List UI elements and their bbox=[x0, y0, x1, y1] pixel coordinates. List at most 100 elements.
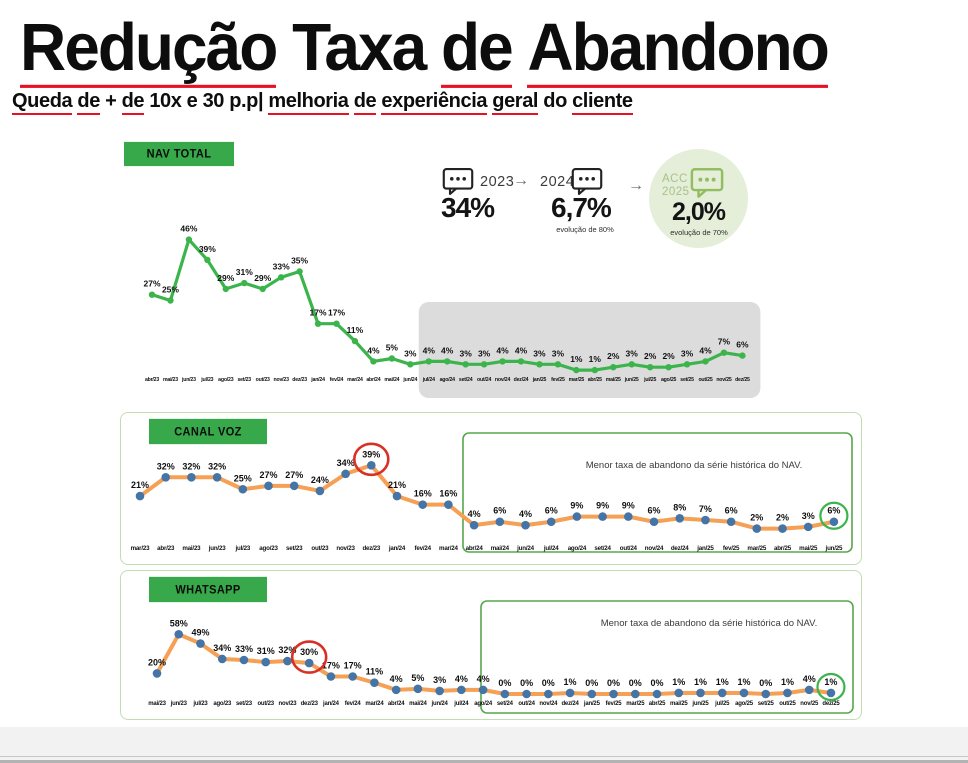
svg-text:16%: 16% bbox=[439, 489, 457, 499]
svg-text:out/23: out/23 bbox=[256, 377, 270, 383]
acc-2025-label: ACC 2025 bbox=[662, 173, 690, 198]
svg-text:4%: 4% bbox=[515, 345, 528, 355]
svg-text:out/24: out/24 bbox=[518, 701, 535, 707]
svg-text:3%: 3% bbox=[802, 511, 815, 521]
svg-text:fev/24: fev/24 bbox=[345, 701, 362, 707]
title-word: 30 bbox=[202, 90, 225, 112]
svg-text:25%: 25% bbox=[234, 473, 252, 483]
svg-text:mai/24: mai/24 bbox=[491, 545, 510, 552]
window-bottom-bar bbox=[0, 727, 968, 763]
svg-text:mar/25: mar/25 bbox=[569, 377, 585, 383]
svg-text:abr/24: abr/24 bbox=[366, 377, 380, 383]
svg-text:jan/25: jan/25 bbox=[532, 377, 547, 383]
svg-text:dez/23: dez/23 bbox=[292, 377, 307, 383]
title-word: p.p| bbox=[229, 90, 264, 112]
svg-text:jul/24: jul/24 bbox=[422, 377, 435, 383]
svg-text:jan/24: jan/24 bbox=[322, 701, 340, 707]
canal-voz-badge: CANAL VOZ bbox=[149, 418, 267, 445]
svg-text:jun/25: jun/25 bbox=[825, 545, 843, 552]
svg-text:11%: 11% bbox=[366, 667, 384, 677]
svg-text:abr/23: abr/23 bbox=[157, 545, 175, 552]
value-labels: 27%25%46%39%29%31%29%33%35%17% 17%11%4% 5%… bbox=[143, 224, 748, 365]
svg-text:21%: 21% bbox=[131, 480, 149, 490]
svg-text:17%: 17% bbox=[344, 660, 362, 670]
svg-text:3%: 3% bbox=[478, 348, 491, 358]
title-word: melhoria bbox=[268, 90, 349, 115]
svg-text:jul/23: jul/23 bbox=[234, 545, 250, 552]
svg-text:2%: 2% bbox=[776, 513, 789, 523]
svg-text:3%: 3% bbox=[626, 348, 639, 358]
svg-text:ago/24: ago/24 bbox=[440, 377, 456, 383]
svg-text:0%: 0% bbox=[607, 678, 620, 688]
svg-text:nov/24: nov/24 bbox=[645, 545, 664, 552]
title-word: de bbox=[353, 90, 377, 115]
svg-text:1%: 1% bbox=[716, 677, 729, 687]
svg-text:jan/25: jan/25 bbox=[583, 701, 601, 707]
svg-text:39%: 39% bbox=[362, 449, 380, 459]
svg-text:1%: 1% bbox=[570, 354, 583, 364]
svg-text:out/25: out/25 bbox=[779, 701, 796, 707]
svg-text:jun/25: jun/25 bbox=[624, 377, 639, 383]
svg-text:ago/25: ago/25 bbox=[661, 377, 677, 383]
svg-text:jun/23: jun/23 bbox=[170, 701, 188, 707]
svg-text:7%: 7% bbox=[699, 504, 712, 514]
svg-text:5%: 5% bbox=[386, 343, 399, 353]
svg-text:8%: 8% bbox=[673, 502, 686, 512]
arrow-right-icon: → bbox=[628, 177, 644, 194]
svg-text:jul/25: jul/25 bbox=[643, 377, 656, 383]
svg-text:0%: 0% bbox=[759, 678, 772, 688]
highlight-circle-red bbox=[353, 442, 390, 477]
svg-text:0%: 0% bbox=[520, 678, 533, 688]
svg-text:3%: 3% bbox=[404, 348, 417, 358]
svg-text:jul/23: jul/23 bbox=[192, 701, 208, 707]
svg-text:29%: 29% bbox=[217, 273, 234, 283]
svg-text:1%: 1% bbox=[694, 677, 707, 687]
svg-text:3%: 3% bbox=[681, 348, 694, 358]
svg-text:abr/24: abr/24 bbox=[388, 701, 405, 707]
svg-text:1%: 1% bbox=[824, 677, 837, 687]
svg-text:jul/23: jul/23 bbox=[200, 377, 213, 383]
year-2023-label: 2023 bbox=[480, 174, 515, 190]
svg-text:jun/23: jun/23 bbox=[181, 377, 196, 383]
svg-text:9%: 9% bbox=[570, 501, 583, 511]
svg-text:31%: 31% bbox=[257, 646, 275, 656]
svg-text:mai/24: mai/24 bbox=[409, 701, 427, 707]
svg-text:0%: 0% bbox=[542, 678, 555, 688]
svg-text:9%: 9% bbox=[622, 501, 635, 511]
svg-text:dez/25: dez/25 bbox=[735, 377, 750, 383]
category-axis: abr/23 mai/23 jun/23 jul/23 ago/23 set/23 out/… bbox=[145, 377, 750, 383]
svg-text:30%: 30% bbox=[300, 647, 318, 657]
svg-text:out/24: out/24 bbox=[620, 545, 638, 552]
svg-text:4%: 4% bbox=[441, 345, 454, 355]
svg-text:9%: 9% bbox=[596, 501, 609, 511]
svg-text:4%: 4% bbox=[803, 674, 816, 684]
svg-text:nov/24: nov/24 bbox=[539, 701, 558, 707]
shaded-region bbox=[418, 302, 761, 398]
canal-voz-panel: Menor taxa de abandono da série históric… bbox=[120, 412, 862, 565]
svg-text:jul/24: jul/24 bbox=[543, 545, 559, 552]
title-word: de bbox=[77, 90, 100, 115]
svg-text:4%: 4% bbox=[496, 345, 509, 355]
svg-text:out/25: out/25 bbox=[698, 377, 712, 383]
svg-text:1%: 1% bbox=[737, 677, 750, 687]
svg-text:31%: 31% bbox=[236, 267, 253, 277]
svg-text:mai/25: mai/25 bbox=[799, 545, 818, 552]
svg-text:jun/24: jun/24 bbox=[516, 545, 534, 552]
svg-text:mai/25: mai/25 bbox=[606, 377, 621, 383]
svg-text:27%: 27% bbox=[143, 279, 160, 289]
svg-text:fev/25: fev/25 bbox=[606, 701, 623, 707]
whatsapp-chart: Menor taxa de abandono da série históric… bbox=[148, 600, 854, 714]
annotation-box: Menor taxa de abandono da série históric… bbox=[480, 600, 854, 714]
svg-text:32%: 32% bbox=[278, 645, 296, 655]
highlight-circle-green bbox=[819, 501, 849, 530]
whatsapp-panel: Menor taxa de abandono da série históric… bbox=[120, 570, 862, 720]
svg-text:set/23: set/23 bbox=[236, 701, 253, 707]
svg-text:fev/24: fev/24 bbox=[330, 377, 344, 383]
svg-text:17%: 17% bbox=[328, 308, 345, 318]
svg-text:25%: 25% bbox=[162, 285, 179, 295]
svg-text:fev/25: fev/25 bbox=[551, 377, 565, 383]
highlight-circle-green bbox=[816, 672, 846, 702]
svg-text:32%: 32% bbox=[208, 461, 226, 471]
svg-text:3%: 3% bbox=[433, 675, 446, 685]
svg-text:1%: 1% bbox=[781, 677, 794, 687]
